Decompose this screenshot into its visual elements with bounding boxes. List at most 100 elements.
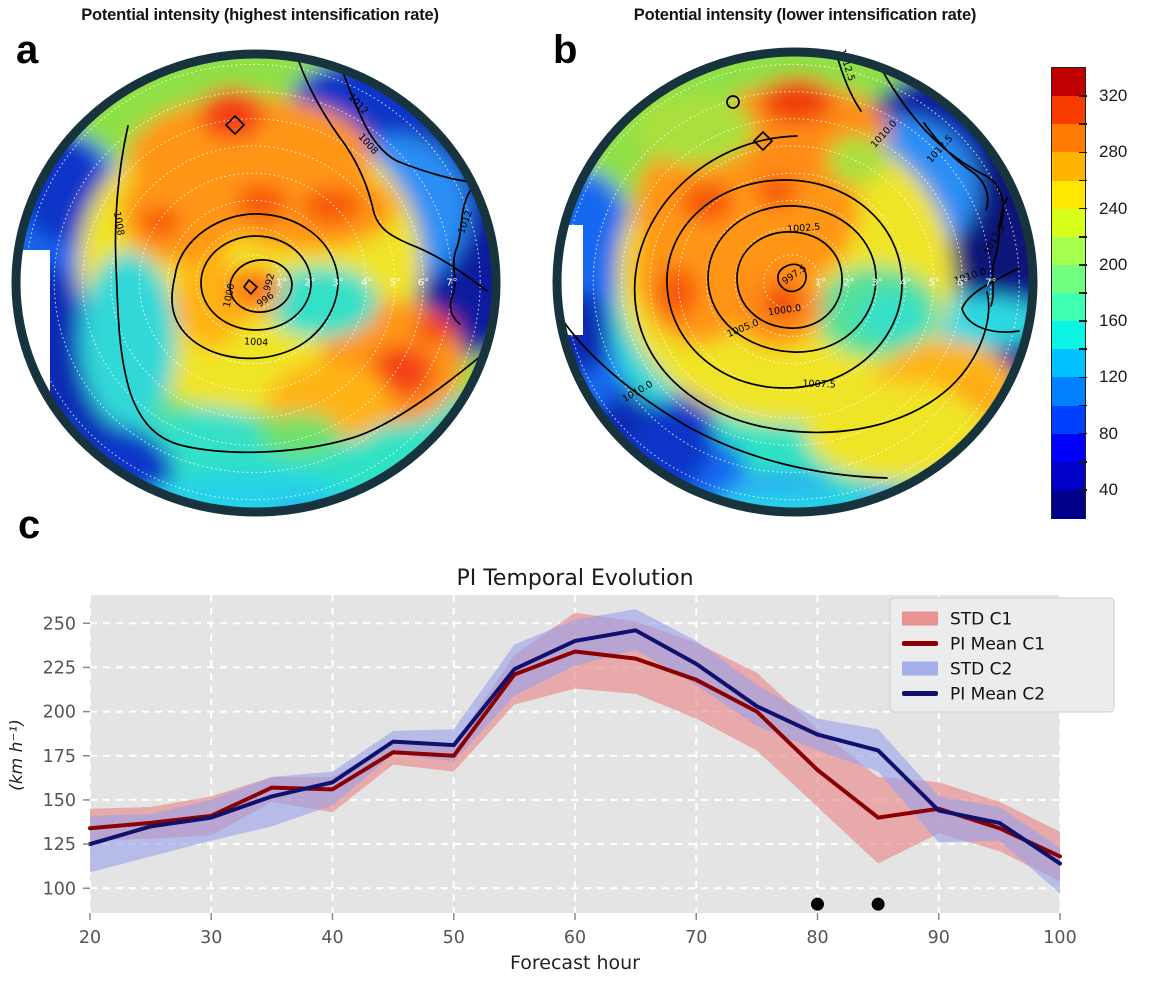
colorbar-tick [1079,489,1087,491]
y-tick-label: 100 [43,879,76,899]
ring-labels-b: 1° 2° 3° 4° 5° 6° 7° [815,278,997,289]
colorbar-tick-label: 280 [1099,142,1128,162]
colorbar-band [1052,208,1085,238]
legend-label: STD C1 [950,610,1012,630]
degree-ring-label: 4° [361,278,372,289]
colorbar-tick [1079,460,1087,463]
colorbar-band [1052,68,1085,97]
colorbar-tick [1079,207,1087,210]
y-axis-label: (km h⁻¹) [7,719,27,791]
colorbar-tick [1079,95,1087,97]
degree-ring [621,118,963,446]
degree-ring-label: 4° [900,278,911,289]
contour-label: 1004 [244,336,269,348]
legend: STD C1 PI Mean C1 STD C2 PI Mean C2 [889,597,1115,713]
legend-box [889,597,1115,713]
panel-a-polar-plot: 992 996 1000 1004 1008 1008 1012 1012 1°… [11,49,501,517]
contour-label: 1008 [111,211,126,237]
x-tick-label: 90 [928,928,950,948]
y-tick-label: 225 [43,658,76,678]
significance-dot [811,897,824,911]
colorbar-tick [1079,151,1087,154]
y-tick-label: 200 [43,703,76,723]
colorbar-tick-label: 160 [1099,311,1128,331]
degree-ring-label: 3° [872,278,883,289]
colorbar-tick [1079,123,1087,126]
y-tick-label: 125 [43,835,76,855]
colorbar-band [1052,461,1085,491]
legend-label: STD C2 [950,660,1012,680]
colorbar-band [1052,405,1085,435]
legend-label: PI Mean C1 [950,635,1045,655]
panel-a-title: Potential intensity (highest intensifica… [81,6,439,24]
panel-a-field [16,54,496,512]
x-tick-label: 50 [443,928,465,948]
colorbar-tick-label: 240 [1099,198,1128,218]
contour-label: 1007.5 [802,378,836,390]
degree-ring [677,172,907,392]
degree-ring [53,91,453,473]
panel-a-border [11,49,501,517]
colorbar-band [1052,236,1085,266]
legend-swatch-line [902,691,938,696]
panel-b-polar-plot: 997.5 1000.0 1002.5 1005.0 1007.5 1010.0… [552,47,1038,517]
mean-line [88,649,1062,859]
colorbar-tick-label: 200 [1099,254,1128,274]
colorbar-tick-label: 40 [1099,479,1118,499]
rings-b [564,63,1020,501]
chart-title: PI Temporal Evolution [456,566,693,591]
degree-ring-label: 6° [957,278,968,289]
colorbar-band [1052,124,1085,153]
x-tick-label: 80 [806,928,828,948]
colorbar-band [1052,293,1085,322]
x-tick-label: 100 [1043,928,1076,948]
degree-ring [138,172,368,392]
degree-ring-label: 2° [843,278,854,289]
colorbar-tick [1079,179,1087,182]
colorbar-band [1052,264,1085,294]
panel-a-contours [114,54,494,454]
x-tick-label: 60 [564,928,586,948]
contour-label: 1000 [222,283,238,309]
mean-line [88,628,1062,866]
panel-b-title: Potential intensity (lower intensificati… [633,6,977,24]
colorbar-bands [1051,67,1086,519]
ring-labels-a: 1° 2° 3° 4° 5° 6° 7° [276,278,458,289]
y-tick-label: 175 [43,747,76,767]
x-tick-label: 70 [685,928,707,948]
colorbar-tick [1079,292,1087,294]
panel-b-letter: b [553,28,578,72]
degree-ring [763,254,821,310]
degree-ring-label: 7° [446,278,457,289]
x-axis-label: Forecast hour [510,952,640,974]
contour-label: 1000.0 [767,303,801,319]
degree-ring [224,254,282,310]
panel-b-border [552,47,1038,517]
colorbar-band [1052,489,1085,519]
degree-ring-label: 3° [333,278,344,289]
legend-swatch-band [902,611,938,626]
colorbar-tick [1079,432,1087,435]
degree-ring-label: 1° [815,278,826,289]
degree-ring [564,63,1020,501]
degree-ring-label: 1° [276,278,287,289]
x-tick-label: 30 [200,928,222,948]
colorbar-tick [1079,348,1087,351]
degree-ring [82,118,424,446]
panel-c-letter: c [18,503,41,547]
colorbar-tick [1079,376,1087,379]
contour-label: 992 [262,272,277,292]
std-band [90,612,1060,882]
legend-swatch-line [902,641,938,646]
colorbar-tick-label: 80 [1099,423,1118,443]
std-band [90,609,1060,894]
x-tick-label: 40 [321,928,343,948]
y-tick-label: 150 [43,791,76,811]
degree-ring-label: 5° [928,278,939,289]
colorbar-tick [1079,320,1087,322]
colorbar-tick [1079,235,1087,238]
colorbar-band [1052,180,1085,210]
degree-ring [706,199,878,365]
contour-label: 1002.5 [787,222,821,236]
